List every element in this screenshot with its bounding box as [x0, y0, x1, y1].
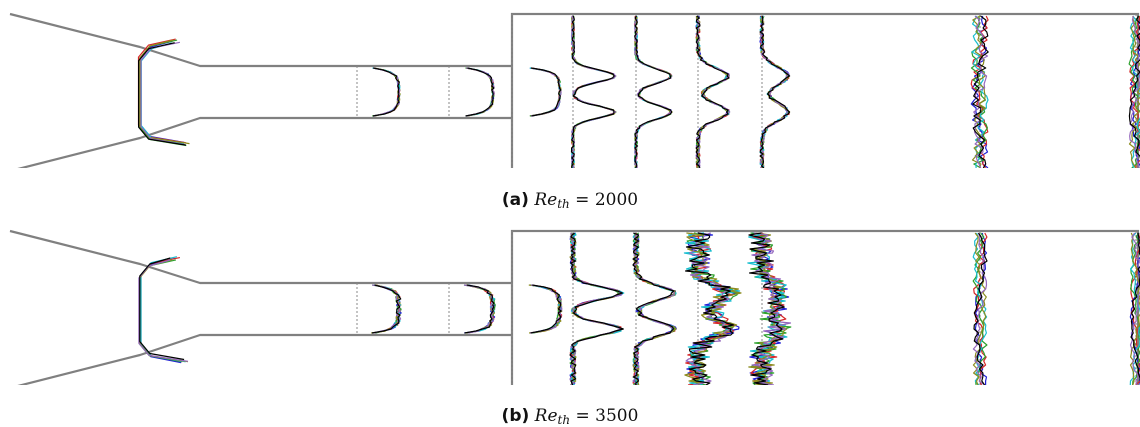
velocity-profile-curve	[635, 16, 672, 168]
caption-b-value: 3500	[595, 406, 638, 426]
velocity-profile-curve	[760, 16, 789, 168]
caption-a-subscript: th	[557, 197, 570, 211]
velocity-profile-curve	[760, 16, 789, 168]
velocity-profile-curve	[572, 16, 616, 168]
flow-profile-diagram-a	[0, 8, 1140, 168]
velocity-profile-curve	[570, 233, 623, 385]
velocity-profile-curve	[572, 16, 616, 168]
velocity-profile-curve	[572, 16, 616, 168]
panel-b	[0, 225, 1140, 385]
caption-a-variable: Re	[534, 190, 557, 210]
nozzle-lower-wall	[10, 118, 512, 168]
velocity-profile-curve	[696, 16, 729, 168]
caption-b-variable: Re	[535, 406, 558, 426]
nozzle-upper-wall	[10, 14, 512, 66]
velocity-profile-curve	[570, 233, 623, 385]
velocity-profile-curve	[572, 16, 616, 168]
velocity-profile-curve	[760, 16, 788, 168]
caption-b-equals: =	[576, 406, 590, 426]
velocity-profile-curve	[140, 258, 184, 360]
velocity-profile-curve	[572, 16, 616, 168]
chamber-outline	[512, 14, 1138, 168]
velocity-profile-curve	[760, 16, 790, 168]
chamber-outline	[512, 231, 1138, 385]
velocity-profile-curve	[570, 233, 623, 385]
velocity-profile-curve	[570, 233, 621, 385]
caption-a-equals: =	[575, 190, 589, 210]
velocity-profile-curve	[373, 68, 399, 116]
velocity-profile-curve	[760, 16, 789, 168]
nozzle-upper-wall	[10, 231, 512, 283]
velocity-profile-curve	[140, 41, 184, 142]
caption-a-label: (a)	[502, 190, 529, 210]
nozzle-lower-wall	[10, 335, 512, 385]
flow-profile-diagram-b	[0, 225, 1140, 385]
panel-a	[0, 8, 1140, 168]
velocity-profile-curve	[760, 16, 789, 168]
caption-b-label: (b)	[502, 406, 530, 426]
velocity-profile-curve	[572, 16, 615, 168]
velocity-profile-curve	[570, 233, 624, 385]
caption-b: (b) Reth = 3500	[0, 406, 1140, 427]
velocity-profile-curve	[529, 285, 562, 333]
velocity-profile-curve	[570, 233, 623, 385]
velocity-profile-curve	[686, 233, 732, 385]
caption-a: (a) Reth = 2000	[0, 190, 1140, 211]
caption-a-value: 2000	[595, 190, 638, 210]
velocity-profile-curve	[633, 233, 676, 385]
velocity-profile-curve	[570, 233, 621, 385]
velocity-profile-curve	[467, 68, 494, 116]
velocity-profile-curve	[572, 16, 616, 168]
velocity-profile-curve	[760, 16, 789, 168]
velocity-profile-curve	[141, 258, 182, 362]
